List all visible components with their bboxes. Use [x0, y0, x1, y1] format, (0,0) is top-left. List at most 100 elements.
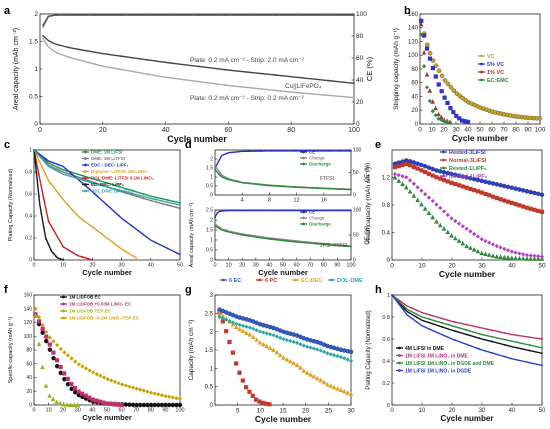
line-marker	[179, 201, 181, 204]
e-point	[479, 250, 485, 256]
b-point	[433, 74, 438, 79]
x-tick-label: 40	[508, 263, 516, 270]
e-point	[434, 168, 439, 173]
line-marker	[466, 343, 468, 346]
g-point	[342, 356, 347, 361]
legend-label: 1M LiFSI 1M LiNO₃ in DGDE	[405, 368, 472, 374]
y-tick-label: 0.8	[382, 315, 390, 321]
line-marker	[528, 344, 531, 346]
e-point	[498, 182, 503, 188]
f-point	[65, 376, 70, 381]
line-marker	[403, 303, 406, 306]
f-point	[141, 388, 146, 393]
line-marker	[154, 241, 157, 244]
y-tick-label: 3	[210, 293, 214, 299]
legend-marker	[330, 278, 333, 282]
e-point	[449, 232, 454, 238]
line-marker	[453, 321, 456, 323]
line-marker	[37, 194, 40, 197]
x-tick-label: 30	[478, 263, 486, 270]
plot-frame	[39, 13, 355, 125]
line-marker	[516, 359, 518, 361]
line-marker	[94, 14, 96, 16]
e-point	[430, 166, 435, 172]
x-tick-label: 40	[464, 127, 472, 134]
e-point	[449, 216, 454, 221]
x-tick-label: 90	[162, 408, 168, 414]
f-point	[54, 358, 60, 363]
line-marker	[528, 336, 531, 339]
line-marker	[179, 204, 181, 206]
line-marker	[118, 189, 121, 191]
chart-panel-e: 0 10 20 30 40 50 0 0.4 0.8 1.2 Cycle number Areal c…	[365, 139, 546, 279]
series-h-2	[391, 294, 543, 349]
e-point	[532, 207, 537, 212]
line-marker	[282, 209, 284, 212]
g-point	[267, 345, 273, 351]
e-point	[445, 229, 451, 235]
line-marker	[293, 240, 296, 243]
e-point	[498, 254, 503, 259]
line-marker	[166, 201, 169, 204]
line-marker	[528, 349, 531, 352]
x-tick-label: 5	[236, 408, 240, 415]
e-point	[524, 188, 530, 194]
legend-marker	[84, 183, 87, 186]
e-point	[502, 246, 507, 252]
panel-letter: a	[4, 5, 11, 17]
y2-axis-label: CE (%)	[365, 56, 374, 81]
y2-tick-label: 100	[353, 148, 362, 154]
g-point	[250, 393, 255, 398]
line-marker	[316, 150, 318, 152]
g-point	[277, 352, 283, 358]
line-marker	[57, 257, 60, 260]
y-tick-label: 80	[411, 67, 418, 73]
line-marker	[236, 180, 239, 183]
line-marker	[259, 236, 262, 239]
line-marker	[135, 256, 138, 259]
y-tick-label: 0	[210, 193, 213, 199]
y-tick-label: 1.5	[29, 39, 38, 46]
y-tick-label: 160	[408, 12, 419, 18]
line-marker	[327, 79, 329, 82]
line-marker	[270, 184, 273, 187]
line-marker	[118, 246, 121, 249]
f-point	[40, 323, 45, 328]
line-marker	[453, 325, 456, 328]
legend-marker	[62, 316, 65, 320]
f-point	[51, 339, 56, 344]
series-f-3	[33, 306, 183, 401]
e-point	[411, 160, 417, 165]
x-tick-label: 4	[241, 198, 244, 204]
x-tick-label: 20	[239, 263, 245, 269]
b-point	[537, 116, 543, 121]
x-tick-label: 30	[452, 127, 460, 134]
g-point	[250, 334, 256, 340]
f-point	[112, 402, 117, 407]
line-marker	[106, 204, 108, 206]
x-tick-label: 30	[253, 263, 259, 269]
y-tick-label: 40	[26, 375, 32, 381]
b-point	[430, 109, 435, 114]
line-marker	[42, 35, 45, 37]
x-tick-label: 0	[390, 408, 394, 414]
e-point	[456, 238, 462, 243]
e-point	[449, 180, 454, 185]
e-point	[400, 162, 405, 168]
e-point	[438, 176, 443, 181]
line-marker	[50, 183, 52, 185]
line-marker	[58, 193, 61, 196]
g-point	[217, 310, 222, 316]
e-point	[426, 195, 432, 200]
line-marker	[81, 256, 84, 258]
line-marker	[50, 249, 52, 252]
legend-label: Normal-1LiPF₆	[449, 174, 488, 180]
line-marker	[466, 329, 468, 332]
line-marker	[223, 84, 226, 86]
line-marker	[106, 185, 108, 188]
f-point	[116, 381, 121, 386]
line-marker	[171, 77, 174, 80]
b-point	[419, 18, 424, 23]
line-marker	[275, 74, 278, 77]
line-marker	[528, 361, 531, 364]
